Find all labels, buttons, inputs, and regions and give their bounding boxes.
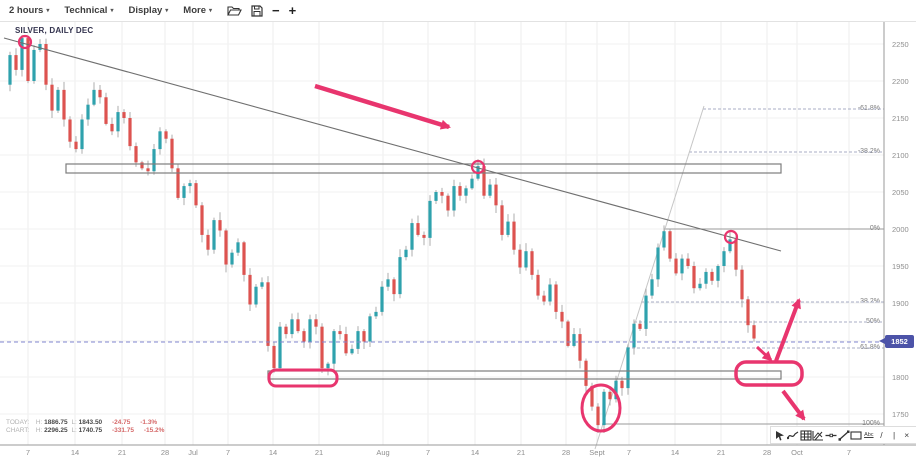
price-badge: 1852 [885, 335, 914, 348]
chevron-down-icon: ▾ [208, 8, 212, 14]
symbol-label: SILVER, DAILY DEC [15, 26, 94, 35]
time-tick-label: Sept [589, 448, 605, 457]
chevron-down-icon: ▾ [165, 8, 169, 14]
price-badge-pointer [879, 338, 885, 344]
price-tick-label: 1950 [892, 262, 909, 271]
time-tick-label: 21 [516, 448, 526, 457]
time-tick-label: 28 [762, 448, 772, 457]
time-tick-label: 7 [846, 448, 852, 457]
horizontal-line-icon[interactable] [825, 428, 838, 442]
close-icon[interactable]: × [904, 430, 910, 440]
time-tick-label: 28 [561, 448, 571, 457]
text-tool-icon[interactable]: Abc [864, 432, 874, 438]
zoom-out-button[interactable]: − [272, 2, 280, 18]
open-folder-icon[interactable] [227, 5, 242, 16]
fib-level-label: 38.2% [860, 298, 880, 305]
technical-menu[interactable]: Technical ▾ [64, 5, 114, 16]
draw-toolbar: Abc / | × [770, 426, 916, 444]
fib-grid-icon[interactable] [799, 428, 812, 442]
time-tick-label: 7 [225, 448, 231, 457]
price-tick-label: 2150 [892, 114, 909, 123]
time-tick-label: 14 [268, 448, 278, 457]
price-tick-label: 1800 [892, 373, 909, 382]
diagonal-line-icon[interactable]: / [880, 430, 883, 440]
stats-chart-row: CHART: H: 2296.25 L: 1740.75 -331.75 -15… [6, 427, 165, 434]
time-tick-label: Aug [376, 448, 390, 457]
timeframe-menu[interactable]: 2 hours ▾ [9, 5, 50, 16]
time-tick-label: Oct [791, 448, 803, 457]
time-tick-label: 28 [160, 448, 170, 457]
time-tick-label: 14 [70, 448, 80, 457]
time-tick-label: 7 [425, 448, 431, 457]
price-tick-label: 2200 [892, 77, 909, 86]
time-tick-label: 14 [670, 448, 680, 457]
time-tick-label: 21 [716, 448, 726, 457]
top-toolbar: 2 hours ▾ Technical ▾ Display ▾ More ▾ − + [0, 0, 916, 22]
price-tick-label: 2250 [892, 40, 909, 49]
save-icon[interactable] [251, 4, 263, 17]
time-tick-label: 7 [25, 448, 31, 457]
stats-today-row: TODAY: H: 1886.75 L: 1843.50 -24.75 -1.3… [6, 419, 158, 426]
time-tick-label: 21 [117, 448, 127, 457]
polyline-icon[interactable] [786, 428, 800, 442]
trend-segment-icon[interactable] [837, 428, 850, 442]
time-tick-label: 14 [470, 448, 480, 457]
chevron-down-icon: ▾ [46, 8, 50, 14]
display-menu[interactable]: Display ▾ [128, 5, 169, 16]
vertical-line-icon[interactable]: | [892, 430, 896, 440]
price-tick-label: 2100 [892, 151, 909, 160]
chart-tool-icon[interactable] [812, 428, 825, 442]
price-tick-label: 2050 [892, 188, 909, 197]
price-tick-label: 1750 [892, 410, 909, 419]
time-tick-label: 7 [626, 448, 632, 457]
pointer-icon[interactable] [774, 428, 787, 442]
more-menu[interactable]: More ▾ [183, 5, 212, 16]
fib-level-label: -38.2% [857, 148, 880, 155]
rectangle-icon[interactable] [850, 428, 863, 442]
chevron-down-icon: ▾ [110, 8, 114, 14]
time-tick-label: Jul [188, 448, 198, 457]
fib-level-label: 50% [865, 318, 880, 325]
price-tick-label: 2000 [892, 225, 909, 234]
price-tick-label: 1900 [892, 299, 909, 308]
time-tick-label: 21 [314, 448, 324, 457]
zoom-in-button[interactable]: + [288, 2, 297, 18]
fib-level-label: 61.8% [860, 344, 880, 351]
